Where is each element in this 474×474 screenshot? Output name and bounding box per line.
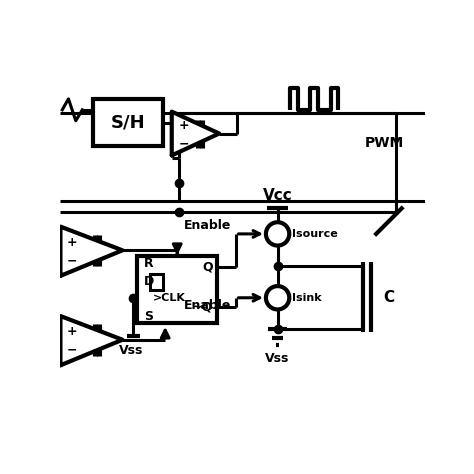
- Text: +: +: [67, 236, 78, 249]
- Circle shape: [266, 286, 289, 310]
- Bar: [150, 274, 163, 290]
- Text: R: R: [144, 257, 153, 270]
- Text: Enable: Enable: [184, 219, 231, 232]
- Circle shape: [266, 222, 289, 246]
- Text: −: −: [67, 344, 78, 356]
- Text: Q: Q: [202, 260, 213, 273]
- Text: S: S: [144, 310, 153, 323]
- Text: Vss: Vss: [265, 352, 290, 365]
- Text: C: C: [383, 290, 394, 305]
- Polygon shape: [61, 227, 122, 276]
- Text: +: +: [67, 325, 78, 338]
- Text: Enable: Enable: [184, 299, 231, 312]
- Text: Vcc: Vcc: [263, 188, 292, 203]
- Text: −: −: [178, 137, 189, 150]
- Bar: [137, 256, 218, 323]
- Polygon shape: [172, 111, 219, 155]
- Polygon shape: [61, 316, 122, 365]
- Text: S/H: S/H: [110, 114, 145, 132]
- Text: >CLK: >CLK: [153, 292, 185, 303]
- Text: ~Q: ~Q: [192, 301, 213, 313]
- Text: Isource: Isource: [292, 229, 338, 239]
- Text: Vss: Vss: [119, 344, 144, 357]
- Text: PWM: PWM: [364, 136, 403, 150]
- Text: −: −: [67, 254, 78, 267]
- Text: D: D: [144, 275, 154, 288]
- Text: Isink: Isink: [292, 293, 322, 303]
- Text: +: +: [178, 119, 189, 132]
- Bar: [93, 99, 163, 146]
